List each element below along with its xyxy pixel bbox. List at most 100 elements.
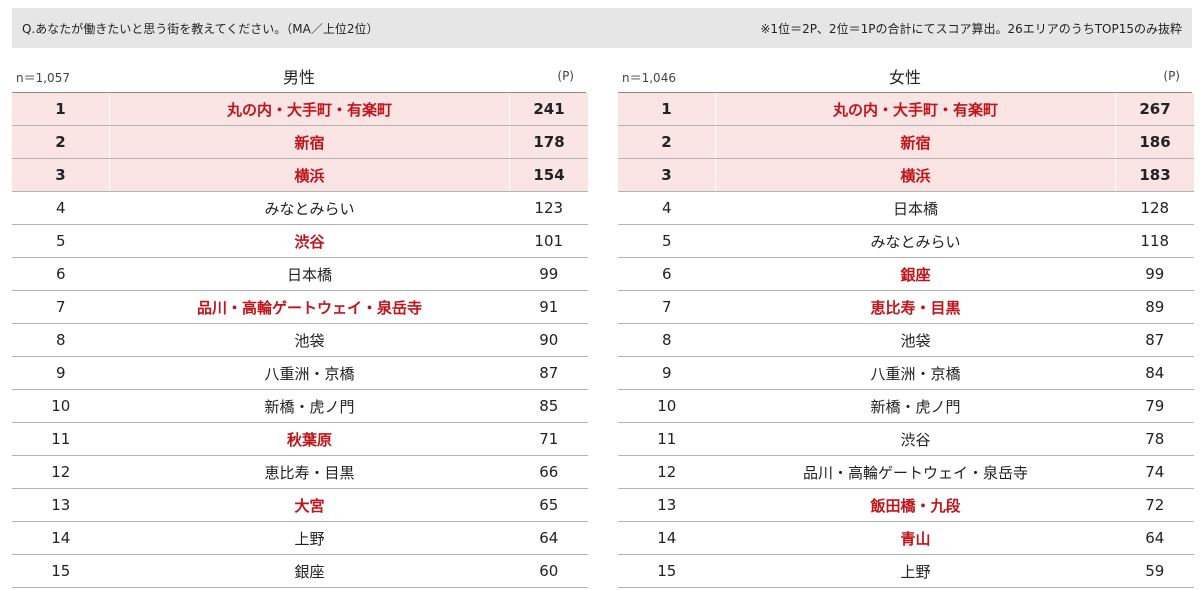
table-row: 2 新宿 186 <box>618 125 1194 159</box>
area-name-cell: 恵比寿・目黒 <box>715 290 1116 324</box>
rank-cell: 15 <box>12 554 110 588</box>
score-cell: 89 <box>1115 290 1194 324</box>
rank-cell: 7 <box>12 290 110 324</box>
score-cell: 118 <box>1115 224 1194 258</box>
score-cell: 90 <box>509 323 588 357</box>
score-cell: 91 <box>509 290 588 324</box>
rank-cell: 4 <box>12 191 110 225</box>
rank-cell: 2 <box>12 125 110 159</box>
table-row: 3 横浜 154 <box>12 158 588 192</box>
question-header: Q.あなたが働きたいと思う街を教えてください。（MA／上位2位） ※1位＝2P、… <box>12 8 1192 48</box>
area-name-cell: 新橋・虎ノ門 <box>715 389 1116 423</box>
male-unit-label: (P) <box>557 69 574 83</box>
female-unit-label: (P) <box>1163 69 1180 83</box>
area-name-cell: 上野 <box>109 521 510 555</box>
area-name-cell: 新宿 <box>715 125 1116 159</box>
rank-cell: 2 <box>618 125 716 159</box>
table-row: 4 日本橋 128 <box>618 191 1194 225</box>
area-name-cell: 丸の内・大手町・有楽町 <box>109 93 510 126</box>
score-cell: 71 <box>509 422 588 456</box>
table-row: 9 八重洲・京橋 84 <box>618 356 1194 390</box>
area-name-cell: みなとみらい <box>715 224 1116 258</box>
area-name-cell: 池袋 <box>715 323 1116 357</box>
rank-cell: 5 <box>12 224 110 258</box>
table-row: 1 丸の内・大手町・有楽町 241 <box>12 93 588 126</box>
score-cell: 66 <box>509 455 588 489</box>
female-ranking-table: 1 丸の内・大手町・有楽町 267 2 新宿 186 3 横浜 183 4 日本橋 128 5 みなとみら… <box>618 93 1194 588</box>
area-name-cell: 秋葉原 <box>109 422 510 456</box>
score-cell: 59 <box>1115 554 1194 588</box>
table-row: 3 横浜 183 <box>618 158 1194 192</box>
score-cell: 183 <box>1115 158 1194 192</box>
table-row: 14 上野 64 <box>12 521 588 555</box>
table-row: 12 恵比寿・目黒 66 <box>12 455 588 489</box>
area-name-cell: 渋谷 <box>715 422 1116 456</box>
table-row: 7 恵比寿・目黒 89 <box>618 290 1194 324</box>
score-cell: 84 <box>1115 356 1194 390</box>
area-name-cell: 銀座 <box>109 554 510 588</box>
rank-cell: 14 <box>12 521 110 555</box>
rank-cell: 12 <box>12 455 110 489</box>
score-cell: 178 <box>509 125 588 159</box>
table-row: 14 青山 64 <box>618 521 1194 555</box>
area-name-cell: 横浜 <box>715 158 1116 192</box>
rank-cell: 13 <box>12 488 110 522</box>
score-cell: 154 <box>509 158 588 192</box>
score-cell: 78 <box>1115 422 1194 456</box>
female-ranking-rows: 1 丸の内・大手町・有楽町 267 2 新宿 186 3 横浜 183 4 日本橋 128 5 みなとみら… <box>618 93 1194 588</box>
female-panel-header: n＝1,046 女性 (P) <box>618 60 1192 93</box>
area-name-cell: みなとみらい <box>109 191 510 225</box>
female-ranking-panel: n＝1,046 女性 (P) 1 丸の内・大手町・有楽町 267 2 新宿 186 3 横浜 1… <box>618 60 1194 588</box>
rank-cell: 10 <box>618 389 716 423</box>
female-sample-size: n＝1,046 <box>622 71 676 85</box>
male-ranking-rows: 1 丸の内・大手町・有楽町 241 2 新宿 178 3 横浜 154 4 みなとみらい 123 5 渋谷… <box>12 93 588 588</box>
area-name-cell: 丸の内・大手町・有楽町 <box>715 93 1116 126</box>
question-text: Q.あなたが働きたいと思う街を教えてください。（MA／上位2位） <box>22 21 379 36</box>
table-row: 8 池袋 90 <box>12 323 588 357</box>
male-panel-header: n＝1,057 男性 (P) <box>12 60 586 93</box>
score-cell: 186 <box>1115 125 1194 159</box>
area-name-cell: 品川・高輪ゲートウェイ・泉岳寺 <box>109 290 510 324</box>
table-row: 4 みなとみらい 123 <box>12 191 588 225</box>
area-name-cell: 銀座 <box>715 257 1116 291</box>
rank-cell: 3 <box>12 158 110 192</box>
table-row: 5 みなとみらい 118 <box>618 224 1194 258</box>
rank-cell: 3 <box>618 158 716 192</box>
area-name-cell: 八重洲・京橋 <box>715 356 1116 390</box>
table-row: 13 大宮 65 <box>12 488 588 522</box>
table-row: 10 新橋・虎ノ門 85 <box>12 389 588 423</box>
area-name-cell: 日本橋 <box>715 191 1116 225</box>
table-row: 11 渋谷 78 <box>618 422 1194 456</box>
table-row: 6 日本橋 99 <box>12 257 588 291</box>
rank-cell: 8 <box>618 323 716 357</box>
area-name-cell: 池袋 <box>109 323 510 357</box>
score-cell: 60 <box>509 554 588 588</box>
table-row: 2 新宿 178 <box>12 125 588 159</box>
rank-cell: 13 <box>618 488 716 522</box>
score-cell: 241 <box>509 93 588 126</box>
table-row: 7 品川・高輪ゲートウェイ・泉岳寺 91 <box>12 290 588 324</box>
area-name-cell: 渋谷 <box>109 224 510 258</box>
table-row: 5 渋谷 101 <box>12 224 588 258</box>
score-cell: 64 <box>509 521 588 555</box>
area-name-cell: 品川・高輪ゲートウェイ・泉岳寺 <box>715 455 1116 489</box>
table-row: 11 秋葉原 71 <box>12 422 588 456</box>
male-sample-size: n＝1,057 <box>16 71 70 85</box>
score-cell: 267 <box>1115 93 1194 126</box>
table-row: 13 飯田橋・九段 72 <box>618 488 1194 522</box>
table-row: 1 丸の内・大手町・有楽町 267 <box>618 93 1194 126</box>
table-row: 6 銀座 99 <box>618 257 1194 291</box>
area-name-cell: 上野 <box>715 554 1116 588</box>
rank-cell: 6 <box>618 257 716 291</box>
table-row: 10 新橋・虎ノ門 79 <box>618 389 1194 423</box>
score-cell: 101 <box>509 224 588 258</box>
scoring-note: ※1位＝2P、2位＝1Pの合計にてスコア算出。26エリアのうちTOP15のみ抜粋 <box>760 21 1182 36</box>
area-name-cell: 飯田橋・九段 <box>715 488 1116 522</box>
area-name-cell: 八重洲・京橋 <box>109 356 510 390</box>
rank-cell: 9 <box>12 356 110 390</box>
rank-cell: 11 <box>618 422 716 456</box>
area-name-cell: 新橋・虎ノ門 <box>109 389 510 423</box>
rank-cell: 7 <box>618 290 716 324</box>
score-cell: 99 <box>509 257 588 291</box>
score-cell: 99 <box>1115 257 1194 291</box>
